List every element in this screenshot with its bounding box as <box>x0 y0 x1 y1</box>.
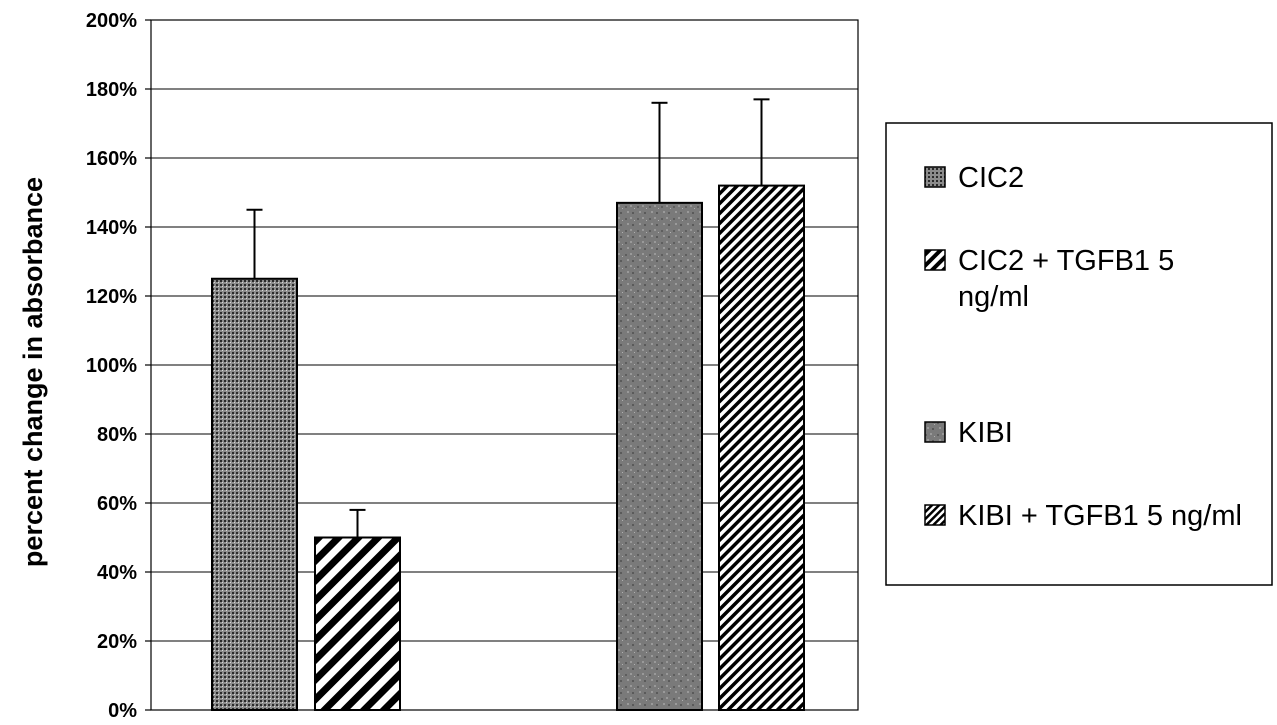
error-bars <box>246 98 770 538</box>
bars <box>211 184 805 712</box>
y-axis-ticks: 0% 20% 40% 60% 80% 100% 120% 140% 160% 180% 200% <box>86 10 151 722</box>
legend: CIC2 CIC2 + TGFB1 5 ng/ml KIBI KIBI + TGFB1 … <box>885 122 1273 586</box>
y-tick-label: 80% <box>97 424 137 446</box>
y-tick-label: 60% <box>97 493 137 515</box>
legend-label-4: KIBI + TGFB1 5 ng/ml <box>958 500 1242 532</box>
y-tick-label: 180% <box>86 79 137 101</box>
legend-swatch-1 <box>924 166 946 188</box>
y-tick-label: 100% <box>86 355 137 377</box>
legend-swatch-4 <box>924 504 946 526</box>
y-tick-label: 120% <box>86 286 137 308</box>
y-axis-title: percent change in absorbance <box>18 177 48 567</box>
y-tick-label: 160% <box>86 148 137 170</box>
bar-2 <box>314 536 401 711</box>
legend-label-2: CIC2 + TGFB1 5 ng/ml <box>958 245 1174 313</box>
bar-3 <box>616 201 703 711</box>
legend-label-3: KIBI <box>958 417 1013 449</box>
legend-swatch-3 <box>924 421 946 443</box>
legend-label-1: CIC2 <box>958 162 1024 194</box>
legend-box <box>885 122 1273 586</box>
y-tick-label: 0% <box>108 700 137 722</box>
y-tick-label: 200% <box>86 10 137 32</box>
y-tick-label: 20% <box>97 631 137 653</box>
bar-4 <box>718 184 805 712</box>
bar-1 <box>211 277 298 711</box>
y-tick-label: 40% <box>97 562 137 584</box>
y-tick-label: 140% <box>86 217 137 239</box>
legend-swatch-2 <box>924 249 946 271</box>
